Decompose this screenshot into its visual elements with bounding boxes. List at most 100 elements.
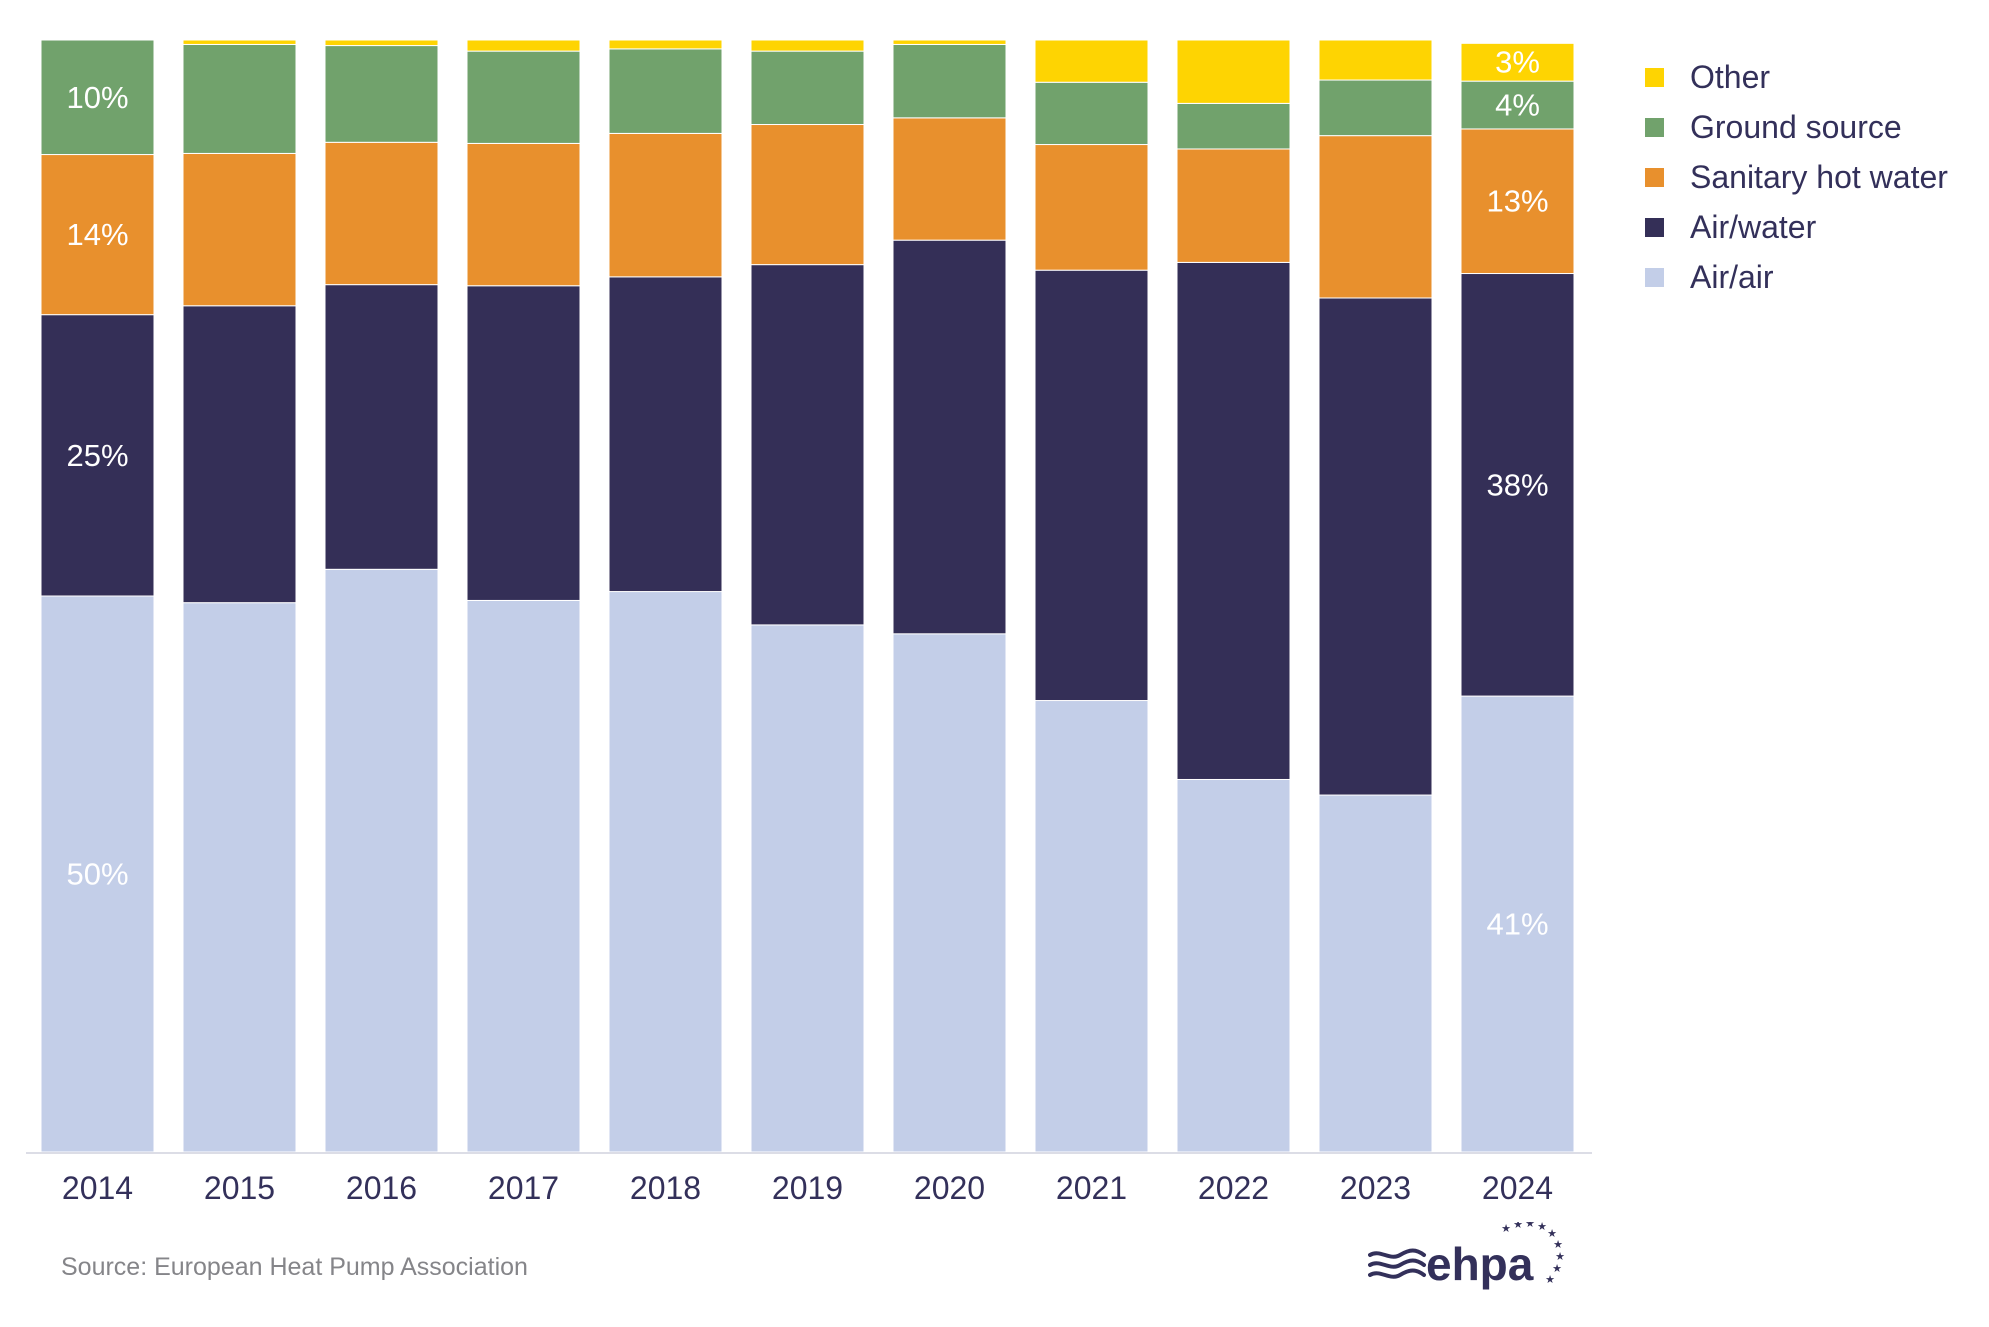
bar-segment-ground-source-2017 [466, 50, 581, 144]
legend-label-other: Other [1690, 58, 1771, 95]
svg-text:★: ★ [1547, 1227, 1557, 1240]
bar-segment-sanitary-hot-water-2024 [1460, 128, 1575, 275]
bar-segment-sanitary-hot-water-2016 [324, 141, 439, 286]
x-tick-label: 2017 [488, 1170, 559, 1206]
bar-segment-ground-source-2015 [182, 43, 297, 154]
svg-text:★: ★ [1501, 1222, 1511, 1235]
bar-segment-air-air-2016 [324, 568, 439, 1153]
svg-text:★: ★ [1537, 1222, 1547, 1233]
source-note: Source: European Heat Pump Association [61, 1253, 528, 1281]
bar-segment-air-water-2020 [892, 239, 1007, 635]
legend-item-sanitary-hot-water: Sanitary hot water [1645, 152, 1948, 202]
bar-segment-ground-source-2024 [1460, 80, 1575, 130]
legend-swatch-air-air [1645, 267, 1664, 287]
legend-swatch-other [1645, 67, 1664, 87]
bar-segment-sanitary-hot-water-2021 [1034, 144, 1149, 271]
bar-segment-ground-source-2019 [750, 50, 865, 126]
legend-swatch-air-water [1645, 217, 1664, 237]
data-label: 4% [1495, 88, 1540, 123]
bar-segment-air-air-2023 [1318, 794, 1433, 1153]
bar-segment-ground-source-2021 [1034, 81, 1149, 146]
bar-segment-air-water-2024 [1460, 273, 1575, 697]
data-label: 41% [1486, 907, 1548, 942]
bar-segment-air-air-2024 [1460, 695, 1575, 1153]
svg-text:★: ★ [1555, 1250, 1565, 1263]
bar-segment-other-2017 [466, 39, 581, 52]
bar-segment-other-2022 [1176, 39, 1291, 104]
bar-segment-air-air-2019 [750, 624, 865, 1153]
logo-wordmark: ehpa [1426, 1238, 1534, 1290]
data-label: 13% [1486, 184, 1548, 219]
bar-segment-air-water-2017 [466, 285, 581, 601]
bar-segment-air-air-2021 [1034, 700, 1149, 1153]
bar-segment-other-2021 [1034, 39, 1149, 83]
bar-segment-air-water-2019 [750, 264, 865, 626]
legend-swatch-ground-source [1645, 117, 1664, 137]
bar-segment-other-2018 [608, 39, 723, 50]
legend-swatch-sanitary-hot-water [1645, 167, 1664, 187]
bar-segment-other-2015 [182, 39, 297, 45]
bar-segment-ground-source-2020 [892, 43, 1007, 119]
legend-label-air-air: Air/air [1690, 258, 1774, 295]
bar-segment-sanitary-hot-water-2017 [466, 142, 581, 287]
data-label: 3% [1495, 45, 1540, 80]
bar-segment-other-2020 [892, 39, 1007, 45]
legend-item-other: Other [1645, 52, 1948, 102]
bar-segment-ground-source-2016 [324, 45, 439, 143]
svg-text:★: ★ [1553, 1238, 1563, 1251]
bar-segment-sanitary-hot-water-2022 [1176, 148, 1291, 263]
bar-segment-air-water-2018 [608, 276, 723, 593]
legend-item-ground-source: Ground source [1645, 102, 1948, 152]
bar-segment-air-air-2022 [1176, 778, 1291, 1153]
bar-segment-sanitary-hot-water-2020 [892, 117, 1007, 241]
legend-label-sanitary-hot-water: Sanitary hot water [1690, 158, 1948, 195]
x-tick-label: 2020 [914, 1170, 985, 1206]
svg-text:★: ★ [1545, 1273, 1555, 1286]
bar-segment-air-air-2014 [40, 595, 155, 1153]
bar-segment-other-2023 [1318, 39, 1433, 81]
bar-segment-other-2019 [750, 39, 865, 52]
bar-segment-air-air-2020 [892, 633, 1007, 1153]
wave-lines-icon [1368, 1248, 1426, 1279]
bar-segment-sanitary-hot-water-2014 [40, 154, 155, 316]
bar-segment-ground-source-2014 [40, 39, 155, 156]
bar-segment-air-water-2022 [1176, 261, 1291, 780]
bar-segment-ground-source-2023 [1318, 79, 1433, 137]
bar-segment-other-2024 [1460, 42, 1575, 82]
bar-segment-sanitary-hot-water-2023 [1318, 135, 1433, 299]
legend-label-air-water: Air/water [1690, 208, 1817, 245]
x-tick-label: 2021 [1056, 1170, 1127, 1206]
svg-text:★: ★ [1513, 1222, 1523, 1231]
bar-segment-ground-source-2018 [608, 48, 723, 134]
bar-segment-air-water-2021 [1034, 269, 1149, 702]
legend-label-ground-source: Ground source [1690, 108, 1902, 145]
bar-segment-air-air-2017 [466, 599, 581, 1153]
data-label: 38% [1486, 467, 1548, 502]
bar-segment-ground-source-2022 [1176, 102, 1291, 150]
x-tick-label: 2015 [204, 1170, 275, 1206]
bar-segment-air-water-2023 [1318, 297, 1433, 796]
data-label: 50% [66, 857, 128, 892]
legend-item-air-water: Air/water [1645, 202, 1948, 252]
legend-item-air-air: Air/air [1645, 252, 1948, 302]
data-label: 10% [66, 80, 128, 115]
chart-legend: Other Ground source Sanitary hot water A… [1645, 52, 1948, 302]
svg-text:★: ★ [1525, 1222, 1535, 1230]
bar-segment-air-air-2018 [608, 591, 723, 1153]
bar-segment-sanitary-hot-water-2018 [608, 132, 723, 278]
x-tick-label: 2019 [772, 1170, 843, 1206]
x-tick-label: 2022 [1198, 1170, 1269, 1206]
data-label: 14% [66, 217, 128, 252]
bar-segment-air-air-2015 [182, 602, 297, 1153]
ehpa-logo-mark: ehpa ★ ★ ★ ★ ★ ★ ★ ★ ★ [1368, 1217, 1565, 1290]
x-tick-label: 2023 [1340, 1170, 1411, 1206]
bar-segment-sanitary-hot-water-2015 [182, 152, 297, 307]
x-tick-label: 2018 [630, 1170, 701, 1206]
bar-segment-sanitary-hot-water-2019 [750, 124, 865, 266]
data-label: 25% [66, 438, 128, 473]
ehpa-logo: ehpa ★ ★ ★ ★ ★ ★ ★ ★ ★ [1368, 1217, 1568, 1297]
x-tick-label: 2014 [62, 1170, 133, 1206]
eu-stars-icon: ★ ★ ★ ★ ★ ★ ★ ★ ★ [1501, 1217, 1565, 1286]
x-tick-label: 2016 [346, 1170, 417, 1206]
